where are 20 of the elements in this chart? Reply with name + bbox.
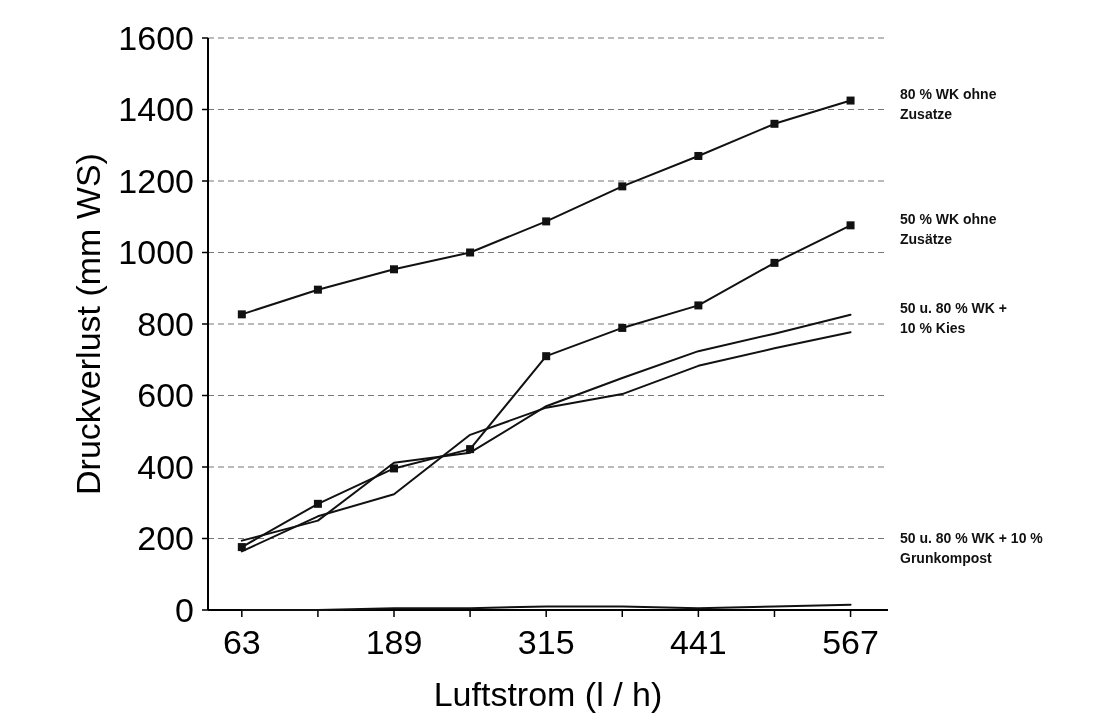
y-tick-label: 600 xyxy=(137,376,194,415)
y-axis-title: Druckverlust (mm WS) xyxy=(69,153,107,495)
y-tick-label: 400 xyxy=(137,447,194,486)
x-tick-label: 315 xyxy=(517,623,575,661)
text: 50 % WK ohne Zusätze xyxy=(900,210,997,247)
x-tick-label: 63 xyxy=(222,623,261,661)
y-tick-label: 0 xyxy=(175,590,194,629)
y-tick-label: 1200 xyxy=(118,161,194,200)
y-tick-label: 200 xyxy=(137,519,194,558)
y-tick-label: 1400 xyxy=(118,90,194,129)
y-tick-label: 1000 xyxy=(118,233,194,272)
text: 50 u. 80 % WK + 10 % Kies xyxy=(900,300,1007,337)
x-axis-title: Luftstrom (l / h) xyxy=(433,675,663,713)
x-tick-label: 189 xyxy=(365,623,423,661)
text: 80 % WK ohne Zusatze xyxy=(900,86,997,123)
x-tick-label: 441 xyxy=(670,623,727,661)
text: 50 u. 80 % WK + 10 % Grunkompost xyxy=(900,529,1044,566)
y-tick-label: 1600 xyxy=(118,18,194,57)
y-tick-label: 800 xyxy=(137,304,194,343)
x-tick-label: 567 xyxy=(822,623,879,661)
